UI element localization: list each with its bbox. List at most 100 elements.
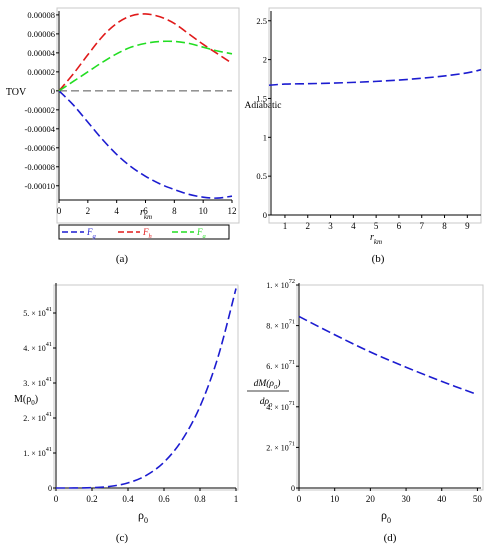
x-tick-label: 0 — [57, 206, 62, 216]
y-axis-title-numerator: dM(ρ0) — [254, 378, 281, 391]
x-axis-title-sub: 0 — [387, 516, 391, 525]
y-tick-label: 6. × 1071 — [266, 359, 295, 371]
x-axis-title-sub: km — [144, 213, 152, 221]
legend-entry-sub: h — [149, 233, 152, 240]
x-tick-label: 0.8 — [194, 494, 206, 504]
y-tick-label: 1. × 1072 — [266, 278, 295, 290]
y-tick-mantissa: 4. × 10 — [266, 403, 289, 412]
plot-frame — [53, 284, 239, 491]
x-axis-title-sub: 0 — [144, 516, 148, 525]
plot-frame — [268, 7, 482, 224]
y-axis-title-main: M(ρ — [14, 394, 31, 405]
y-tick-label: -0.00008 — [25, 162, 55, 172]
x-tick-label: 0.2 — [86, 494, 97, 504]
legend-entry-sub: a — [203, 233, 206, 240]
legend-box — [58, 224, 230, 240]
x-tick-label: 12 — [228, 206, 237, 216]
y-tick-label: -0.00006 — [25, 143, 55, 153]
x-tick-label: 2 — [86, 206, 91, 216]
x-tick-label: 8 — [172, 206, 177, 216]
x-tick-label: 7 — [419, 221, 424, 231]
y-tick-label: 2.5 — [256, 16, 267, 26]
x-tick-label: 6 — [397, 221, 402, 231]
y-tick-label: 0 — [48, 484, 52, 493]
x-axis-title-main: r — [370, 232, 374, 243]
y-tick-label: 2 — [263, 55, 267, 65]
y-axis-title-denominator: dρ0 — [260, 397, 273, 409]
y-tick-label: 1.5 — [256, 93, 267, 103]
x-axis-title-main: r — [140, 207, 144, 218]
y-tick-label: 3. × 1041 — [23, 376, 52, 388]
y-tick-exponent: 41 — [46, 376, 52, 383]
x-tick-label: 1 — [283, 221, 288, 231]
y-tick-exponent: 71 — [289, 359, 295, 366]
y-tick-label: -0.00010 — [25, 181, 55, 191]
series-line-1 — [58, 13, 233, 92]
legend-entry-name: F — [196, 227, 203, 237]
x-tick-label: 3 — [328, 221, 333, 231]
x-axis-title: ρ0 — [138, 508, 148, 525]
y-tick-exponent: 71 — [289, 440, 295, 447]
y-tick-exponent: 71 — [289, 400, 295, 407]
x-tick-label: 8 — [442, 221, 447, 231]
y-tick-exponent: 41 — [46, 341, 52, 348]
y-tick-label: 4. × 1071 — [266, 400, 295, 412]
x-tick-label: 0 — [297, 494, 302, 504]
y-tick-mantissa: 0 — [48, 484, 52, 493]
y-tick-label: 0 — [263, 210, 267, 220]
legend-entry-sub: g — [93, 233, 97, 240]
legend-entry-name: F — [142, 227, 149, 237]
y-tick-exponent: 41 — [46, 411, 52, 418]
y-tick-label: 0.00002 — [27, 67, 55, 77]
panel-caption: (a) — [116, 253, 129, 265]
panel-caption: (d) — [384, 532, 397, 544]
x-tick-label: 20 — [366, 494, 376, 504]
series-line-0 — [58, 90, 233, 199]
y-tick-label: 1. × 1041 — [23, 446, 52, 458]
x-tick-label: 10 — [330, 494, 340, 504]
chart-panel-a: 0 2 4 6 8 10 12 0.00008 0.00006 0.00004 0.00002 0 -0… — [25, 7, 240, 265]
y-tick-mantissa: 6. × 10 — [266, 362, 289, 371]
x-tick-label: 2 — [306, 221, 311, 231]
y-tick-label: 0 — [291, 484, 295, 493]
x-tick-label: 4 — [351, 221, 356, 231]
x-tick-label: 50 — [473, 494, 483, 504]
legend: Fg Fh Fa — [58, 224, 230, 240]
x-axis-title: rkm — [140, 207, 152, 221]
y-tick-label: -0.00002 — [25, 105, 55, 115]
x-tick-label: 0.6 — [158, 494, 170, 504]
x-axis-title: rkm — [370, 232, 382, 246]
series-line-0 — [268, 68, 482, 87]
y-tick-label: 0 — [51, 86, 55, 96]
y-tick-exponent: 41 — [46, 446, 52, 453]
y-tick-label: 2. × 1041 — [23, 411, 52, 423]
y-axis-title: dM(ρ0) dρ0 — [247, 378, 289, 409]
y-axis-title: TOV — [6, 87, 27, 98]
x-tick-label: 6 — [143, 206, 148, 216]
x-tick-label: 1 — [234, 494, 239, 504]
legend-entry: Fg — [86, 227, 97, 240]
y-tick-label: 1 — [263, 132, 267, 142]
y-tick-label: 0.00008 — [27, 10, 55, 20]
y-tick-label: 2. × 1071 — [266, 440, 295, 452]
y-tick-label: 5. × 1041 — [23, 306, 52, 318]
legend-entry: Fa — [196, 227, 206, 240]
y-axis-title: M(ρ0) — [14, 394, 38, 407]
x-tick-label: 30 — [402, 494, 412, 504]
y-tick-label: -0.00004 — [25, 124, 56, 134]
y-tick-mantissa: 2. × 10 — [23, 414, 46, 423]
y-tick-mantissa: 8. × 10 — [266, 322, 289, 331]
y-tick-exponent: 72 — [289, 278, 295, 285]
panel-caption: (c) — [116, 532, 129, 544]
series-line-0 — [298, 315, 478, 396]
plot-frame — [296, 284, 484, 491]
numerator-sub: 0 — [274, 384, 278, 391]
x-tick-label: 10 — [199, 206, 209, 216]
y-axis-title: Adiabatic — [245, 101, 282, 111]
y-tick-label: 4. × 1041 — [23, 341, 52, 353]
series-line-0 — [55, 288, 237, 489]
numerator-main: dM(ρ — [254, 378, 275, 389]
x-axis-title-main: ρ — [381, 508, 387, 522]
